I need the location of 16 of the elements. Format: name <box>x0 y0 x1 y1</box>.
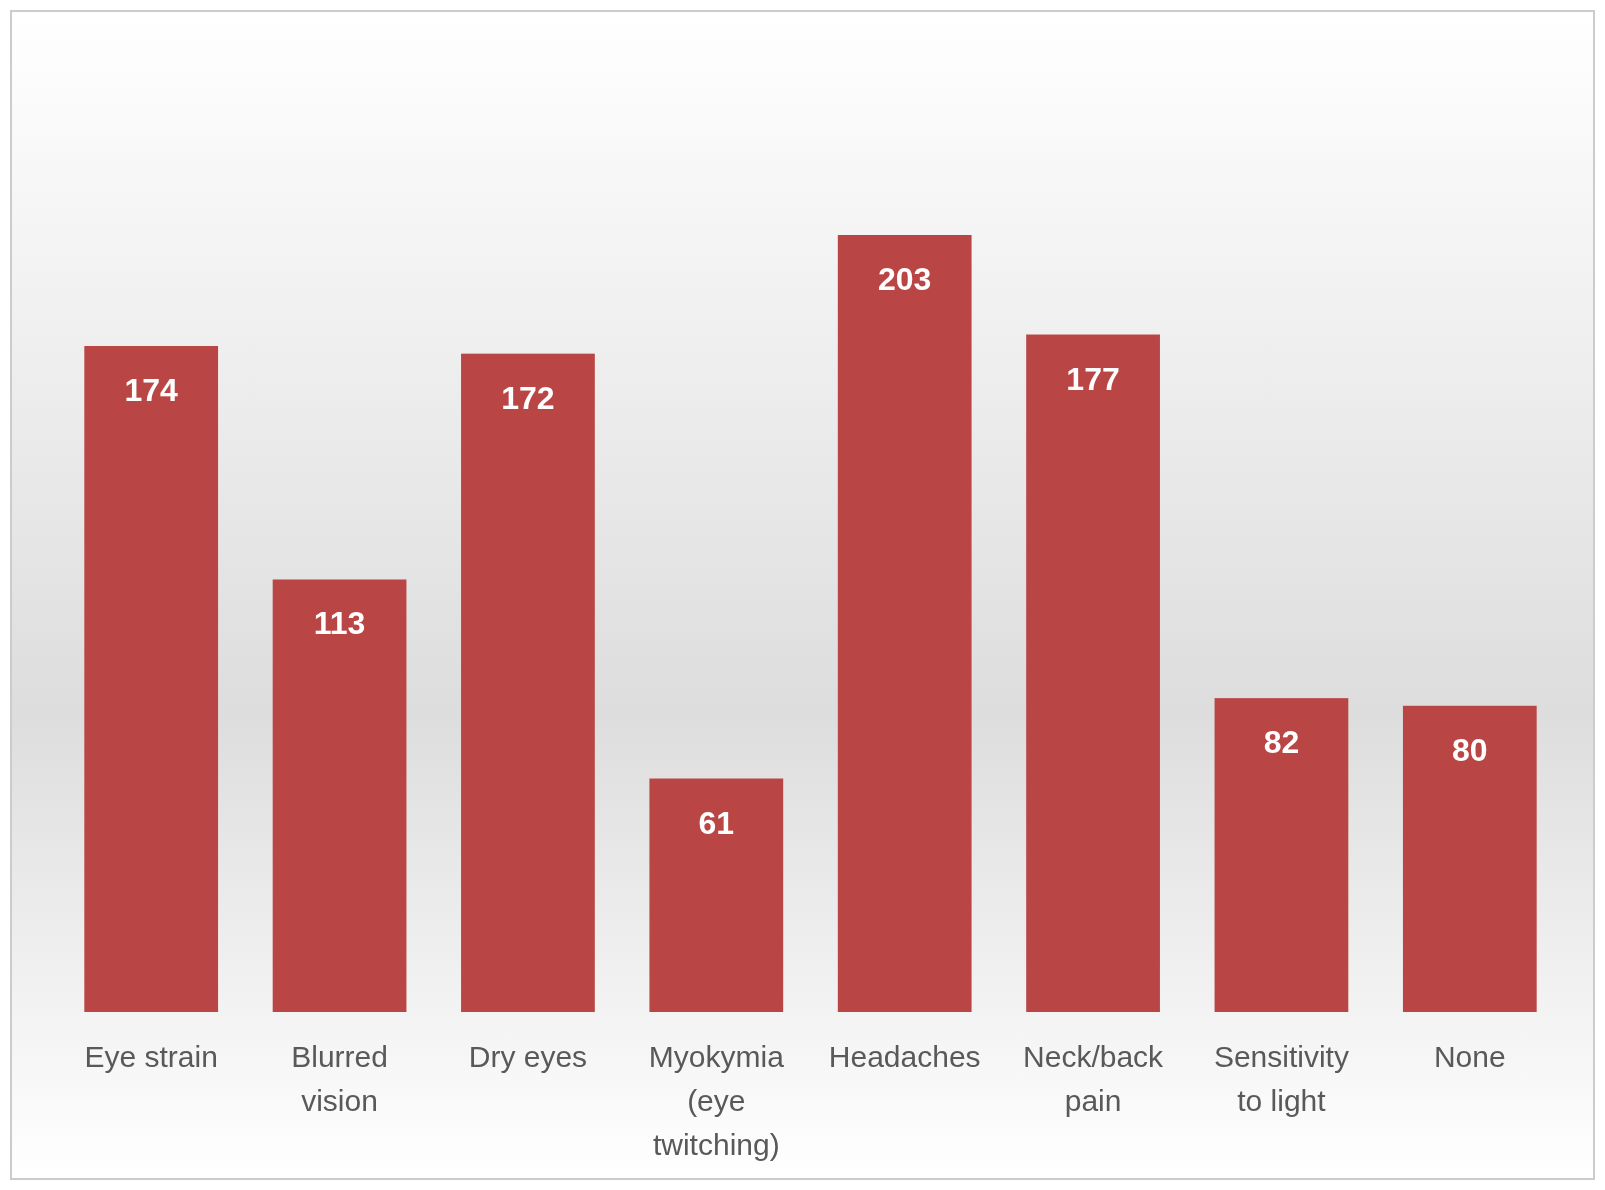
x-tick-label: Neck/back pain <box>1023 1040 1165 1117</box>
data-label: 61 <box>698 804 735 841</box>
data-label: 172 <box>501 379 555 416</box>
x-tick-label: Blurred vision <box>291 1040 388 1117</box>
data-label: 80 <box>1452 731 1488 768</box>
x-tick-label: Dry eyes <box>468 1040 588 1073</box>
x-tick-label: Eye strain <box>84 1040 218 1073</box>
data-label: 113 <box>313 605 366 642</box>
data-label: 174 <box>124 372 179 408</box>
x-tick-label: Headaches <box>828 1040 981 1073</box>
x-tick-label: Myokymia (eye twitching) <box>648 1040 785 1161</box>
x-tick-label: Sensitivity to light <box>1213 1040 1349 1117</box>
x-tick-label: None <box>1433 1040 1506 1073</box>
data-label: 177 <box>1066 360 1120 397</box>
data-label: 82 <box>1263 724 1300 761</box>
data-label: 203 <box>877 261 932 297</box>
